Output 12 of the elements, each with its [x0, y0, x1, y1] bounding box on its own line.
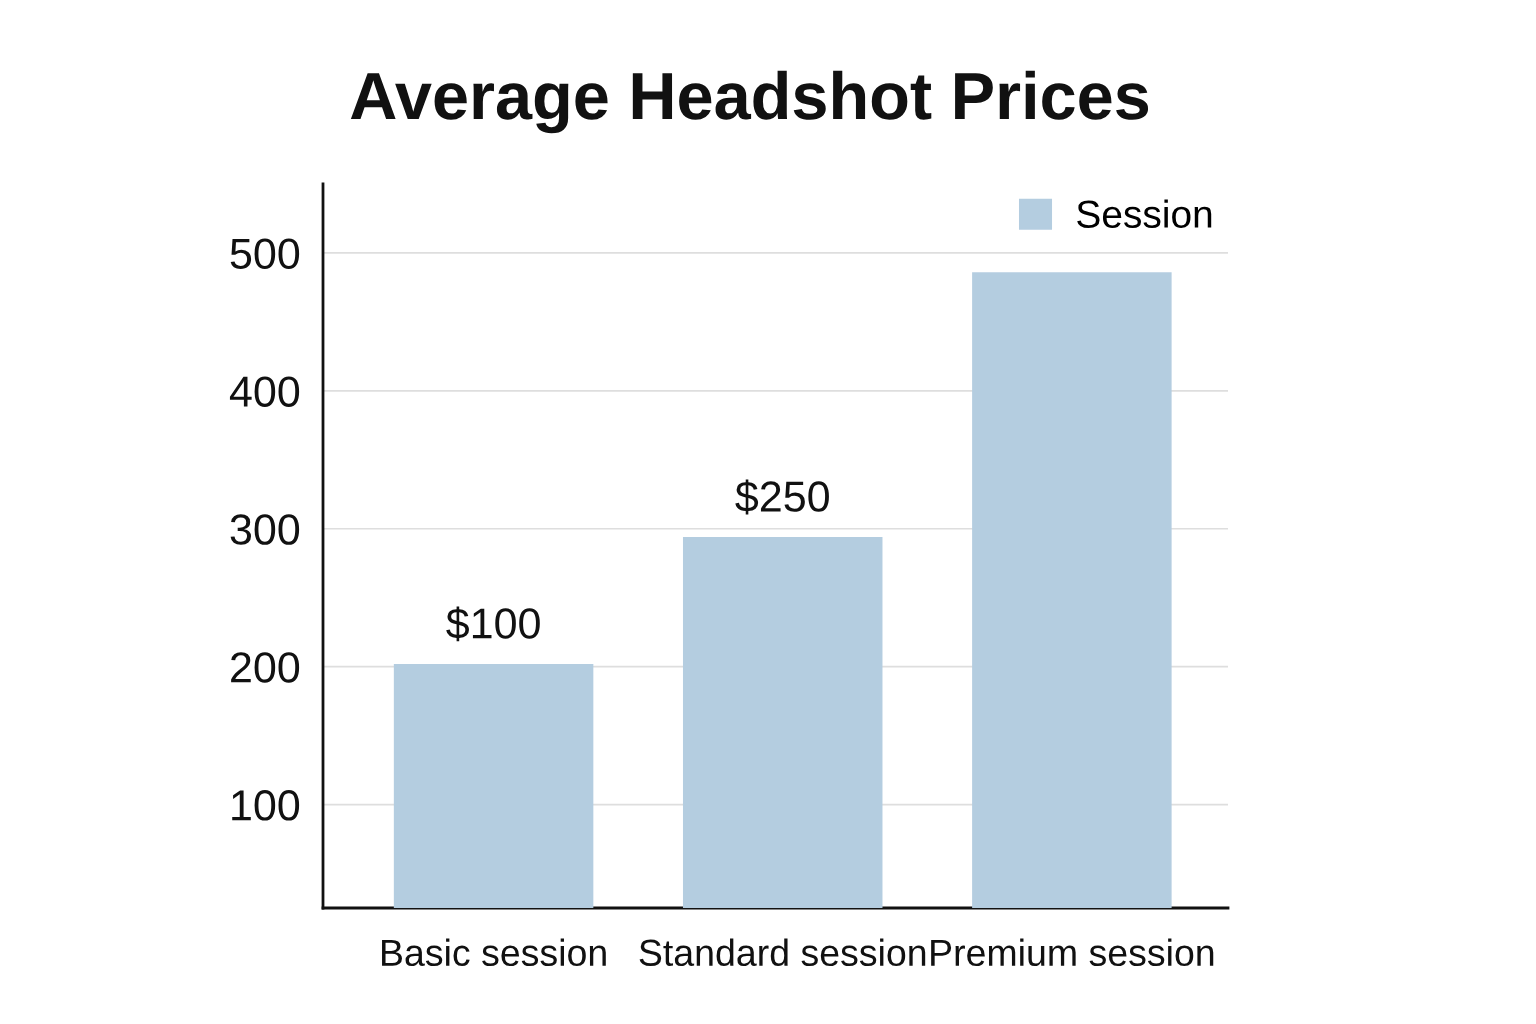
x-tick-label: Premium session — [931, 938, 1214, 967]
x-tick-label: Basic session — [382, 938, 606, 967]
y-tick-label: 300 — [230, 514, 300, 545]
y-tick-label: 100 — [232, 790, 300, 821]
y-tick-label: 400 — [229, 376, 300, 407]
chart-title: Average Headshot Prices — [350, 70, 1149, 134]
legend-label: Session — [1077, 199, 1212, 228]
y-tick-label: 500 — [230, 238, 300, 269]
annotation: $100 — [446, 606, 540, 642]
annotation: $250 — [735, 479, 829, 515]
y-tick-label: 200 — [231, 652, 300, 683]
x-tick-label: Standard session — [639, 938, 926, 967]
